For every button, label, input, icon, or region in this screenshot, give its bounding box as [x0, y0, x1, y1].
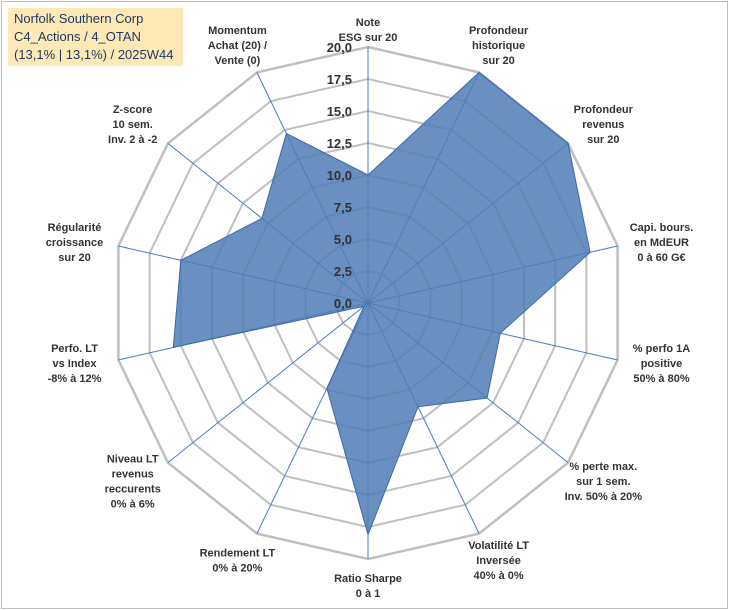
chart-title-performance: (13,1% | 13,1%) / 2025W44: [14, 47, 174, 62]
category-label: Perfo. LT vs Index -8% à 12%: [48, 343, 102, 385]
radar-category-labels: Note ESG sur 20 Profondeur historique sur 20…: [46, 17, 694, 600]
category-label: Volatilité LT Inversée 40% à 0%: [468, 540, 529, 582]
category-label: Profondeur historique sur 20: [469, 25, 529, 67]
axis-spoke: [167, 302, 369, 463]
category-label: Z-score 10 sem. Inv. 2 à -2: [108, 104, 157, 146]
tick-label: 10,0: [327, 168, 352, 183]
radar-series: [172, 71, 591, 537]
tick-label: 0,0: [334, 296, 352, 311]
category-label: Capi. bours. en MdEUR 0 à 60 G€: [630, 222, 694, 264]
chart-title-box: Norfolk Southern Corp C4_Actions / 4_OTA…: [8, 8, 183, 66]
tick-label: 5,0: [334, 232, 352, 247]
tick-label: 15,0: [327, 104, 352, 119]
category-label: Note ESG sur 20: [339, 17, 398, 44]
tick-label: 2,5: [334, 264, 352, 279]
tick-label: 7,5: [334, 200, 352, 215]
chart-title-portfolio: C4_Actions / 4_OTAN: [14, 29, 141, 44]
category-label: Momentum Achat (20) / Vente (0): [208, 25, 267, 67]
category-label: % perte max. sur 1 sem. Inv. 50% à 20%: [565, 461, 643, 503]
category-label: Régularité croissance sur 20: [46, 222, 103, 264]
category-label: % perfo 1A positive 50% à 80%: [633, 343, 691, 385]
tick-label: 17,5: [327, 72, 352, 87]
category-label: Ratio Sharpe 0 à 1: [334, 573, 402, 600]
category-label: Rendement LT 0% à 20%: [200, 548, 276, 575]
tick-label: 12,5: [327, 136, 352, 151]
category-label: Profondeur revenus sur 20: [574, 104, 634, 146]
chart-title-company: Norfolk Southern Corp: [14, 11, 144, 26]
category-label: Niveau LT revenus reccurents 0% à 6%: [105, 453, 161, 510]
series-area: [172, 71, 591, 537]
tick-label: 20,0: [327, 40, 352, 55]
radar-tick-labels: 0,0 2,5 5,0 7,5 10,0 12,5 15,0 17,5 20,0: [327, 40, 352, 311]
